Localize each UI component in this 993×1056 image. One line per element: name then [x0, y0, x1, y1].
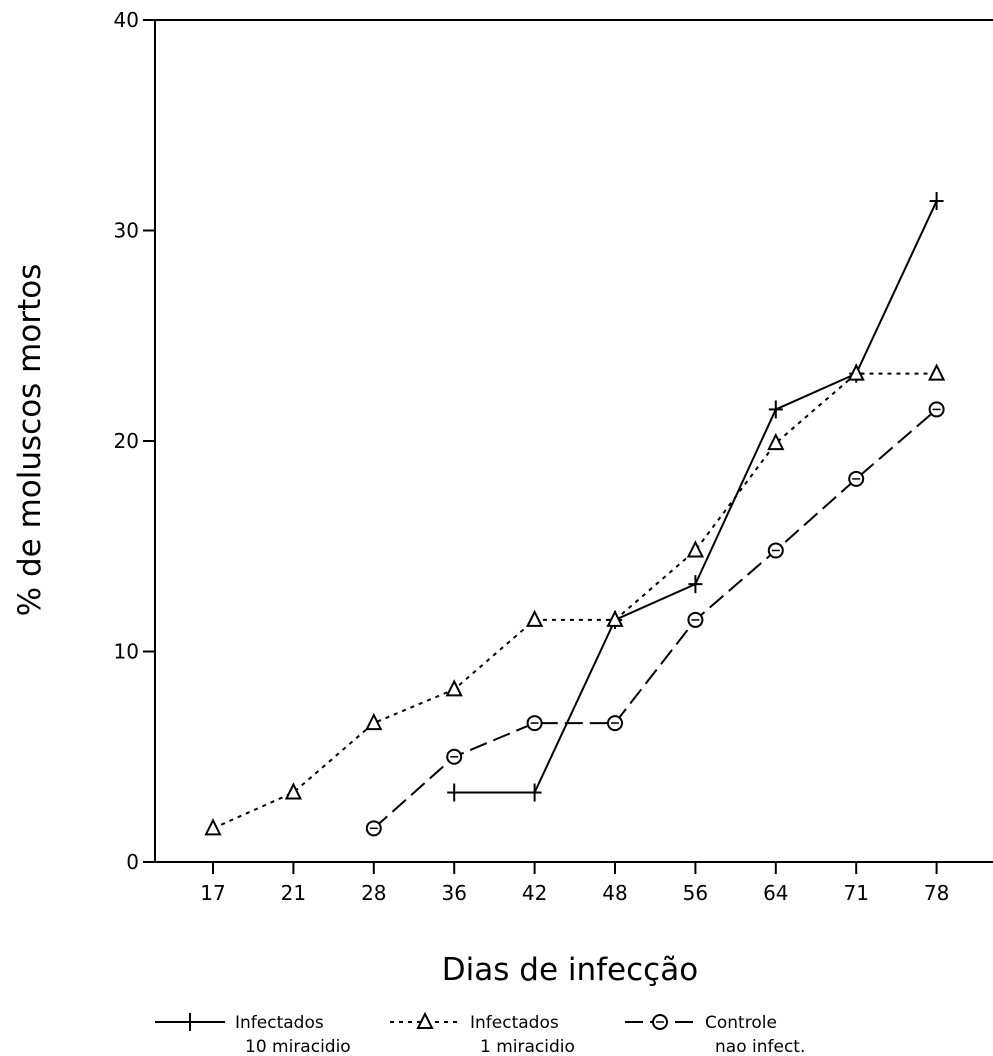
series-layer — [204, 192, 946, 837]
series-line — [212, 372, 937, 830]
x-tick-label: 42 — [522, 881, 547, 905]
x-axis-title: Dias de infecção — [442, 952, 698, 988]
series-2 — [204, 363, 946, 836]
legend-label: Controle — [705, 1013, 777, 1033]
x-tick-label: 21 — [281, 881, 306, 905]
series-3 — [365, 401, 945, 837]
legend: Infectados 10 miracidio Infectados 1 miraci… — [155, 1011, 805, 1056]
data-point — [767, 432, 785, 451]
data-point — [204, 818, 222, 836]
data-point — [847, 363, 865, 381]
plot-frame — [154, 19, 993, 863]
legend-marker — [416, 1011, 434, 1029]
data-point — [928, 401, 945, 418]
x-tick-label: 71 — [843, 881, 868, 905]
x-tick-label: 28 — [361, 881, 386, 905]
x-tick-label: 78 — [924, 881, 949, 905]
legend-marker — [183, 1013, 197, 1031]
data-point — [525, 609, 544, 627]
legend-item-3: Controle nao infect. — [625, 1013, 805, 1056]
data-point — [446, 748, 463, 765]
x-tick-label: 56 — [683, 881, 708, 905]
y-axis-title: % de moluscos mortos — [12, 264, 48, 617]
y-tick-label: 0 — [126, 850, 139, 874]
data-point — [365, 712, 383, 731]
series-line — [373, 408, 938, 830]
data-point — [929, 192, 944, 211]
data-point — [607, 715, 623, 732]
y-tick-label: 20 — [114, 429, 139, 453]
data-point — [365, 820, 382, 837]
y-axis: 0 10 20 30 40 — [114, 8, 155, 874]
data-point — [687, 611, 704, 628]
data-point — [445, 679, 463, 697]
legend-marker — [652, 1014, 668, 1030]
data-point — [527, 783, 542, 802]
x-tick-label: 64 — [763, 881, 788, 905]
legend-label: Infectados — [235, 1013, 324, 1033]
legend-label-line2: 1 miracidio — [480, 1037, 575, 1056]
x-tick-label: 48 — [602, 881, 627, 905]
data-point — [606, 609, 624, 627]
y-tick-label: 10 — [114, 640, 139, 664]
data-point — [848, 470, 865, 487]
legend-label-line2: 10 miracidio — [245, 1037, 351, 1056]
x-tick-label: 17 — [200, 881, 225, 905]
data-point — [526, 715, 543, 732]
data-point — [686, 540, 705, 558]
data-point — [284, 782, 303, 800]
data-point — [447, 783, 462, 802]
data-point — [767, 542, 784, 559]
data-point — [768, 400, 783, 419]
x-axis: 17 21 28 36 42 48 56 64 71 78 — [200, 862, 949, 905]
legend-item-1: Infectados 10 miracidio — [155, 1013, 351, 1056]
y-tick-label: 40 — [114, 8, 139, 32]
data-point — [688, 575, 703, 594]
legend-item-2: Infectados 1 miracidio — [390, 1011, 575, 1056]
series-1 — [447, 192, 944, 802]
legend-label: Infectados — [470, 1013, 559, 1033]
x-tick-label: 36 — [441, 881, 466, 905]
series-line — [454, 200, 938, 794]
data-point — [927, 363, 946, 381]
legend-label-line2: nao infect. — [715, 1037, 805, 1056]
y-tick-label: 30 — [114, 219, 139, 243]
